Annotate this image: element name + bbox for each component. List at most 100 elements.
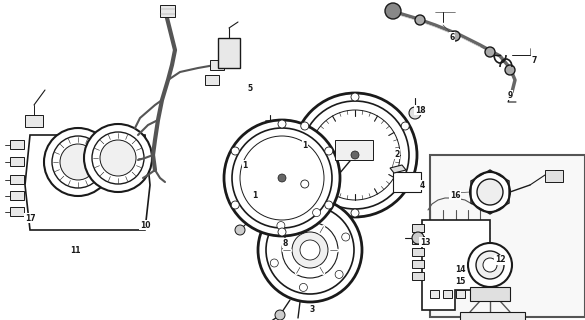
Circle shape: [266, 206, 354, 294]
Circle shape: [231, 147, 239, 155]
Circle shape: [232, 128, 332, 228]
Circle shape: [278, 174, 286, 182]
Circle shape: [335, 270, 343, 278]
Bar: [25, 115, 43, 127]
Circle shape: [224, 120, 340, 236]
Circle shape: [52, 136, 104, 188]
Circle shape: [278, 120, 286, 128]
Circle shape: [293, 93, 417, 217]
Bar: [393, 172, 421, 192]
Text: 8: 8: [283, 238, 288, 247]
Bar: [10, 207, 24, 216]
Circle shape: [300, 240, 320, 260]
Text: 15: 15: [455, 277, 465, 286]
Circle shape: [301, 180, 309, 188]
Circle shape: [231, 201, 239, 209]
Bar: [456, 290, 465, 298]
Circle shape: [385, 3, 401, 19]
Circle shape: [258, 198, 362, 302]
Text: 9: 9: [507, 91, 512, 100]
Text: 7: 7: [531, 55, 536, 65]
Circle shape: [412, 232, 424, 244]
Circle shape: [277, 221, 285, 229]
Circle shape: [301, 122, 309, 130]
Text: 1: 1: [252, 190, 257, 199]
Circle shape: [325, 147, 333, 155]
Circle shape: [300, 284, 307, 292]
Circle shape: [483, 258, 497, 272]
Circle shape: [409, 107, 421, 119]
Circle shape: [100, 140, 136, 176]
Circle shape: [275, 310, 285, 320]
Bar: [335, 140, 373, 160]
Bar: [412, 272, 424, 280]
Text: 1: 1: [302, 140, 308, 149]
Text: 4: 4: [419, 180, 425, 189]
Bar: [412, 260, 424, 268]
Circle shape: [450, 31, 460, 41]
Circle shape: [254, 206, 262, 214]
Bar: [430, 290, 439, 298]
Text: 18: 18: [415, 106, 425, 115]
Polygon shape: [25, 135, 150, 230]
Circle shape: [415, 15, 425, 25]
Circle shape: [44, 128, 112, 196]
Bar: [443, 290, 452, 298]
Text: 10: 10: [140, 220, 150, 229]
Polygon shape: [390, 165, 406, 173]
Polygon shape: [422, 220, 490, 310]
Circle shape: [401, 180, 410, 188]
Circle shape: [282, 222, 338, 278]
Bar: [10, 140, 24, 149]
Circle shape: [92, 132, 144, 184]
Circle shape: [310, 110, 400, 200]
Circle shape: [270, 259, 278, 267]
Circle shape: [240, 136, 324, 220]
Bar: [10, 157, 24, 166]
Circle shape: [278, 228, 286, 236]
Circle shape: [301, 101, 409, 209]
Bar: [460, 312, 525, 320]
Text: 6: 6: [449, 33, 455, 42]
Bar: [205, 75, 219, 85]
Text: 3: 3: [309, 306, 315, 315]
Bar: [470, 287, 510, 301]
Bar: [10, 175, 24, 184]
Bar: [412, 248, 424, 256]
Text: 2: 2: [394, 149, 400, 158]
Circle shape: [351, 209, 359, 217]
Circle shape: [351, 151, 359, 159]
Bar: [430, 155, 585, 317]
Text: 13: 13: [420, 237, 430, 246]
Circle shape: [292, 232, 328, 268]
Bar: [10, 191, 24, 200]
Circle shape: [477, 179, 503, 205]
Text: 5: 5: [247, 84, 253, 92]
Bar: [412, 224, 424, 232]
Bar: [218, 38, 240, 68]
Circle shape: [84, 124, 152, 192]
Text: 14: 14: [455, 266, 465, 275]
Circle shape: [401, 122, 410, 130]
Circle shape: [342, 233, 350, 241]
Bar: [412, 236, 424, 244]
Circle shape: [325, 201, 333, 209]
Circle shape: [265, 125, 275, 135]
Text: 12: 12: [495, 255, 505, 265]
Circle shape: [470, 172, 510, 212]
Circle shape: [235, 225, 245, 235]
Bar: [210, 60, 224, 70]
Circle shape: [351, 93, 359, 101]
Text: 16: 16: [450, 190, 460, 199]
Circle shape: [468, 243, 512, 287]
Text: 1: 1: [242, 161, 247, 170]
Circle shape: [485, 47, 495, 57]
Circle shape: [476, 251, 504, 279]
Bar: [160, 5, 175, 17]
Text: 11: 11: [70, 245, 80, 254]
Circle shape: [312, 209, 321, 217]
Text: 17: 17: [25, 213, 35, 222]
Circle shape: [505, 65, 515, 75]
Circle shape: [60, 144, 96, 180]
Bar: [545, 170, 563, 182]
